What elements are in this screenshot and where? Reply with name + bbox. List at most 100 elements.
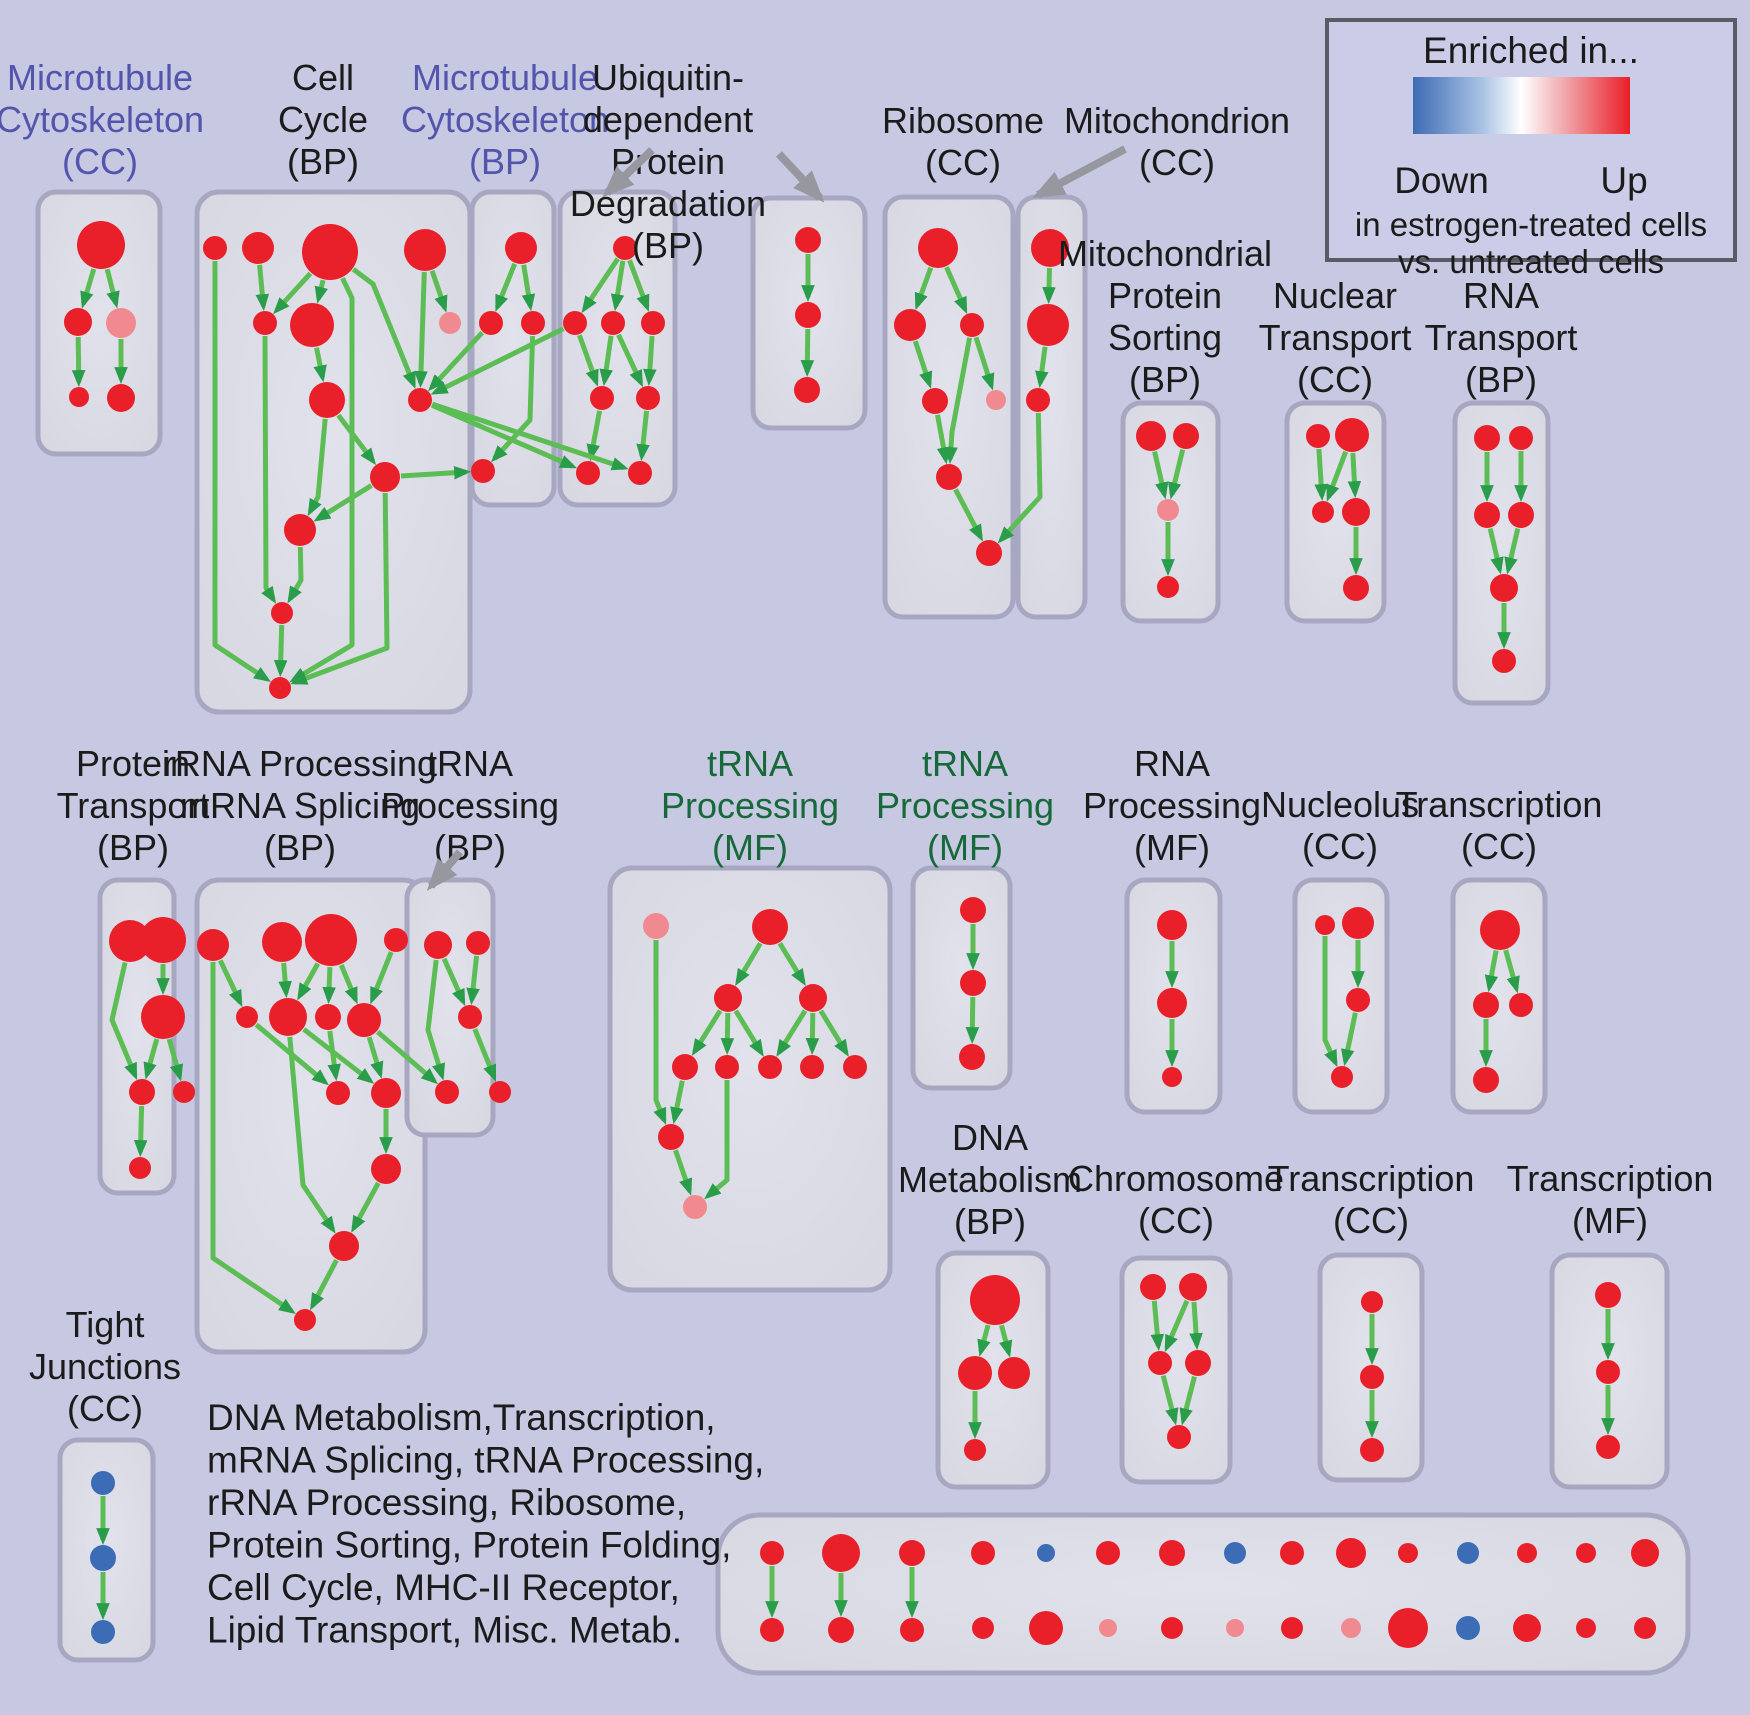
cluster-label-microtubule-cytoskeleton-bp: Microtubule Cytoskeleton (BP)	[401, 57, 609, 182]
go-term-node	[305, 914, 357, 966]
go-term-node	[960, 970, 986, 996]
go-term-node	[1336, 1538, 1366, 1568]
cluster-box-nucleolus-cc	[1292, 877, 1390, 1115]
edge-arrow	[287, 1036, 336, 1234]
edge-arrow	[430, 402, 578, 469]
go-term-node	[1576, 1618, 1596, 1638]
callout-arrow	[1032, 145, 1127, 199]
edge-arrow	[581, 257, 620, 314]
go-term-node	[1474, 425, 1500, 451]
edge-arrow	[287, 546, 304, 604]
edge-arrow	[1167, 449, 1186, 500]
edge-arrow	[1503, 949, 1520, 994]
go-term-node	[505, 232, 537, 264]
go-term-node	[1398, 1543, 1418, 1563]
go-term-node	[371, 1154, 401, 1184]
edge-arrow	[1326, 450, 1349, 502]
go-term-node	[370, 462, 400, 492]
go-term-node	[197, 929, 229, 961]
go-term-node	[899, 1540, 925, 1566]
cluster-box-chromosome-cc	[1119, 1255, 1233, 1485]
edge-arrow	[1322, 936, 1338, 1068]
cluster-label-protein-transport-bp: Protein Transport (BP)	[57, 743, 210, 868]
go-term-node	[1342, 907, 1374, 939]
go-term-node	[1490, 574, 1518, 602]
go-term-node	[347, 1003, 381, 1037]
go-term-node	[714, 984, 742, 1012]
cluster-label-rna-transport-bp: RNA Transport (BP)	[1425, 275, 1578, 400]
edge-arrow	[366, 1036, 384, 1079]
edge-arrow	[375, 1029, 439, 1085]
go-term-node	[1342, 498, 1370, 526]
edge-arrow	[577, 334, 599, 387]
go-term-node	[262, 922, 302, 962]
go-term-node	[894, 309, 926, 341]
edge-arrow	[704, 1080, 730, 1200]
edge-arrow	[912, 340, 933, 389]
go-term-node	[672, 1054, 698, 1080]
edge-arrow	[1341, 1012, 1358, 1067]
edge-arrow	[636, 410, 650, 462]
edge-arrow	[278, 962, 292, 999]
edge-arrow	[273, 624, 288, 678]
edge-arrow	[805, 1012, 820, 1056]
go-term-node	[1480, 910, 1520, 950]
go-term-node	[439, 312, 461, 334]
go-term-node	[69, 387, 89, 407]
legend-gradient-bar	[1413, 77, 1630, 134]
go-term-node	[972, 1617, 994, 1639]
go-term-node	[986, 390, 1006, 410]
edge-arrow	[973, 336, 995, 391]
edge-arrow	[610, 260, 626, 312]
go-term-node	[683, 1195, 707, 1219]
callout-arrow	[776, 151, 825, 203]
go-term-node	[715, 1055, 739, 1079]
edge-arrow	[322, 966, 336, 1005]
cluster-label-trna-processing-mf-2: tRNA Processing (MF)	[876, 743, 1054, 868]
go-term-node	[129, 1157, 151, 1179]
edge-arrow	[133, 1105, 148, 1158]
cluster-label-mitochondrion-cc: Mitochondrion (CC)	[1064, 100, 1290, 183]
edge-arrow	[818, 1009, 849, 1057]
edge-arrow	[466, 955, 480, 1006]
edge-arrow	[313, 347, 327, 383]
edge-arrow	[599, 335, 614, 387]
go-term-node	[271, 602, 293, 624]
cluster-label-nuclear-transport-cc: Nuclear Transport (CC)	[1259, 275, 1412, 400]
go-term-node	[971, 1541, 995, 1565]
edge-arrow	[351, 1181, 381, 1233]
go-term-node	[1280, 1541, 1304, 1565]
go-term-node	[958, 1356, 992, 1390]
edge-arrow	[425, 959, 446, 1081]
go-term-node	[489, 1081, 511, 1103]
cluster-label-transcription-mf: Transcription (MF)	[1507, 1158, 1714, 1241]
edge-arrow	[338, 964, 358, 1005]
go-term-node	[91, 1620, 115, 1644]
go-term-node	[1306, 424, 1330, 448]
go-term-node	[843, 1055, 867, 1079]
edge-arrow	[1487, 528, 1504, 575]
edge-arrow	[643, 335, 657, 387]
go-term-node	[1031, 229, 1069, 267]
go-term-node	[758, 1055, 782, 1079]
go-term-node	[1026, 388, 1050, 412]
go-term-node	[1157, 988, 1187, 1018]
edge-arrow	[735, 942, 763, 986]
go-term-node	[424, 931, 452, 959]
go-term-node	[1224, 1542, 1246, 1564]
go-term-node	[329, 1231, 359, 1261]
go-term-node	[1474, 502, 1500, 528]
cluster-box-rna-transport-bp	[1452, 400, 1551, 706]
go-term-node	[1361, 1291, 1383, 1313]
legend-up-label: Up	[1600, 160, 1648, 201]
go-term-node	[315, 1004, 341, 1030]
go-term-node	[1312, 501, 1334, 523]
go-term-node	[960, 897, 986, 923]
go-term-node	[109, 920, 151, 962]
cluster-label-dna-metabolism-bp: DNA Metabolism (BP)	[898, 1117, 1082, 1242]
go-term-node	[1517, 1543, 1537, 1563]
go-term-node	[1360, 1438, 1384, 1462]
go-term-node	[404, 229, 446, 271]
go-term-node	[1167, 1425, 1191, 1449]
go-term-node	[970, 1275, 1020, 1325]
